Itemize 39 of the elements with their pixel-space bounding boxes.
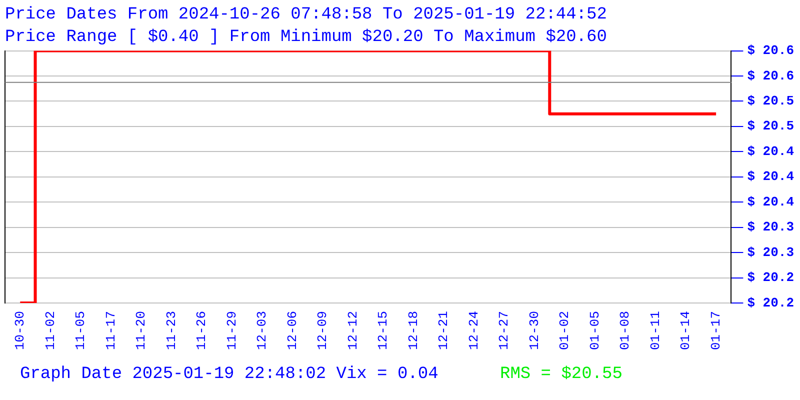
x-tick-label: 12-06 (284, 310, 300, 350)
x-tick-label: 12-09 (315, 310, 330, 350)
chart-subtitle: Price Range [ $0.40 ] From Minimum $20.20 To Maximum $20.60 (5, 28, 607, 48)
y-tick-label: $ 20.6 (747, 43, 794, 58)
x-tick-label: 11-17 (103, 310, 118, 350)
x-tick-label: 11-05 (73, 310, 88, 350)
x-tick-label: 01-14 (678, 310, 694, 350)
chart-title: Price Dates From 2024-10-26 07:48:58 To 2025-01-19 22:44:52 (5, 6, 607, 25)
y-tick-label: $ 20.4 (747, 194, 794, 210)
y-tick-label: $ 20.2 (747, 295, 794, 310)
x-tick-label: 11-23 (164, 310, 179, 350)
y-tick-label: $ 20.6 (747, 68, 794, 84)
x-tick-label: 01-02 (557, 310, 572, 350)
y-tick-label: $ 20.3 (747, 220, 794, 235)
y-tick-label: $ 20.4 (747, 169, 794, 184)
x-tick-label: 12-27 (496, 310, 512, 350)
x-tick-label: 12-18 (406, 310, 421, 350)
x-tick-label: 12-12 (345, 310, 360, 350)
x-tick-label: 10-30 (12, 310, 28, 350)
y-tick-label: $ 20.5 (747, 118, 794, 134)
y-tick-label: $ 20.4 (747, 144, 794, 159)
x-tick-label: 11-20 (134, 310, 149, 350)
y-tick-label: $ 20.3 (747, 244, 794, 260)
x-tick-label: 01-17 (708, 310, 724, 350)
x-tick-label: 11-29 (224, 310, 240, 350)
y-tick-label: $ 20.5 (747, 94, 794, 109)
x-tick-label: 12-15 (376, 310, 391, 350)
x-tick-label: 11-02 (42, 310, 58, 350)
text: Graph Date 2025-01-19 22:48:02 Vix = 0.04 (20, 365, 438, 384)
x-tick-label: 12-03 (254, 310, 270, 350)
x-tick-label: 01-05 (587, 310, 602, 350)
x-tick-label: 01-11 (648, 310, 663, 350)
y-tick-label: $ 20.2 (747, 270, 794, 286)
x-tick-label: 01-08 (618, 310, 633, 350)
text: RMS = $20.55 (500, 365, 622, 384)
x-tick-label: 11-26 (194, 310, 210, 350)
x-tick-label: 12-30 (526, 310, 542, 350)
x-tick-label: 12-24 (466, 310, 482, 350)
x-tick-label: 12-21 (436, 310, 452, 350)
